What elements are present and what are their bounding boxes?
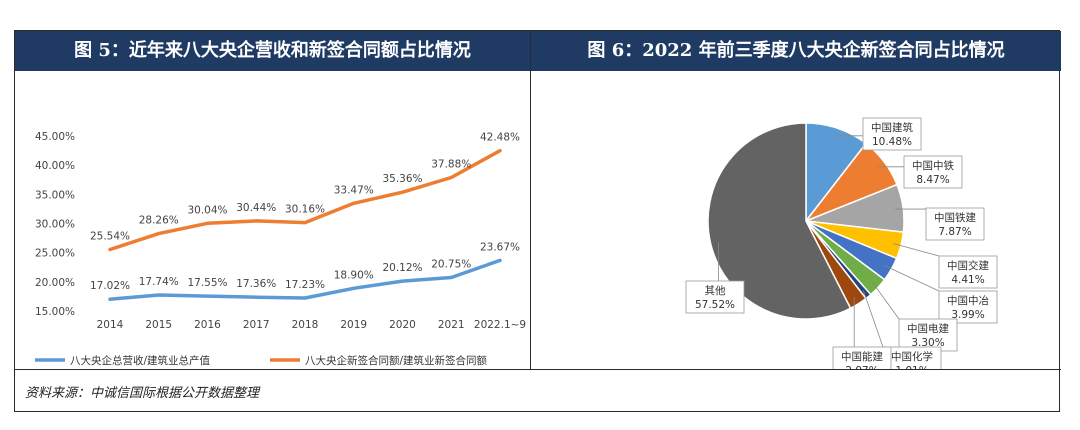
x-tick-label: 2014	[97, 319, 124, 331]
left-panel: 图 5：近年来八大央企营收和新签合同额占比情况 15.00% 20.00% 25.0…	[15, 31, 531, 369]
right-chart-title: 图 6：2022 年前三季度八大央企新签合同占比情况	[531, 31, 1061, 71]
data-label: 30.04%	[187, 204, 227, 216]
slice-value-label: 4.41%	[951, 274, 984, 286]
left-chart-title: 图 5：近年来八大央企营收和新签合同额占比情况	[15, 31, 530, 71]
y-tick-label: 20.00%	[35, 277, 75, 289]
footer: 资料来源：中诚信国际根据公开数据整理	[15, 369, 1061, 413]
leader-line	[884, 265, 940, 292]
data-label: 42.48%	[480, 132, 520, 144]
x-tick-label: 2020	[389, 319, 416, 331]
slice-value-label: 57.52%	[695, 299, 735, 311]
slice-label-box	[925, 207, 985, 241]
data-label: 33.47%	[334, 184, 374, 196]
pie-chart: 中国建筑 10.48%中国中铁 8.47% 中国铁建 7.87% 中国交建 4.41% 中国中…	[685, 117, 998, 369]
legend-label-1: 八大央企总营收/建筑业总产值	[70, 354, 211, 367]
slice-label-box	[938, 255, 998, 289]
data-label: 20.75%	[431, 258, 471, 270]
legend-label-2: 八大央企新签合同额/建筑业新签合同额	[305, 354, 488, 367]
data-label: 17.23%	[285, 279, 325, 291]
data-label: 37.88%	[431, 159, 471, 171]
data-label: 17.55%	[187, 277, 227, 289]
data-label: 30.44%	[236, 202, 276, 214]
data-label: 17.74%	[139, 276, 179, 288]
series-line-1	[108, 258, 502, 301]
slice-name: 中国交建	[947, 259, 989, 272]
slice-name: 中国能建	[841, 350, 883, 363]
leader-line	[893, 243, 940, 257]
slice-value-label: 3.30%	[911, 337, 944, 349]
line-chart: 15.00% 20.00% 25.00% 30.00% 35.00% 40.00% 45.0…	[35, 131, 526, 367]
y-tick-label: 40.00%	[35, 160, 75, 172]
pie-slice	[707, 122, 852, 320]
x-tick-label: 2021	[438, 319, 465, 331]
data-label: 17.02%	[90, 280, 130, 292]
slice-label-box	[898, 318, 958, 352]
slice-name: 中国建筑	[871, 121, 913, 134]
slice-value-label: 3.99%	[951, 309, 984, 321]
slice-name: 中国电建	[907, 322, 949, 335]
x-tick-label: 2022.1~9	[474, 319, 526, 331]
y-tick-label: 15.00%	[35, 306, 75, 318]
data-label: 20.12%	[382, 262, 422, 274]
figure-frame: 图 5：近年来八大央企营收和新签合同额占比情况 15.00% 20.00% 25.0…	[14, 30, 1061, 413]
x-tick-label: 2017	[243, 319, 270, 331]
x-tick-label: 2018	[292, 319, 319, 331]
data-label: 30.16%	[285, 204, 325, 216]
slice-name: 其他	[705, 284, 726, 297]
data-label: 28.26%	[139, 215, 179, 227]
slice-name: 中国化学	[891, 350, 933, 363]
x-tick-label: 2015	[145, 319, 172, 331]
y-tick-label: 30.00%	[35, 219, 75, 231]
data-label: 35.36%	[382, 173, 422, 185]
source-note: 资料来源：中诚信国际根据公开数据整理	[25, 386, 260, 401]
y-tick-label: 45.00%	[35, 131, 75, 143]
slice-value-label: 10.48%	[872, 136, 912, 148]
slice-name: 中国铁建	[934, 211, 976, 224]
x-tick-label: 2019	[340, 319, 367, 331]
slice-value-label: 1.01%	[895, 365, 928, 369]
slice-value-label: 7.87%	[938, 226, 971, 238]
leader-line	[862, 290, 884, 348]
slice-value-label: 8.47%	[916, 174, 949, 186]
slice-label-box	[832, 346, 892, 369]
data-label: 17.36%	[236, 278, 276, 290]
slice-name: 中国中冶	[947, 294, 989, 307]
data-label: 18.90%	[334, 269, 374, 281]
right-panel: 图 6：2022 年前三季度八大央企新签合同占比情况 中国建筑 10.48% 中国中…	[531, 31, 1061, 369]
slice-label-box	[938, 290, 998, 324]
slice-value-label: 2.97%	[845, 365, 878, 369]
series-line-2	[108, 148, 502, 252]
slice-name: 中国中铁	[912, 159, 954, 172]
data-label: 25.54%	[90, 231, 130, 243]
y-tick-label: 35.00%	[35, 189, 75, 201]
leader-line	[871, 281, 900, 320]
slice-label-box	[685, 280, 745, 314]
slice-label-box	[862, 117, 922, 151]
y-tick-label: 25.00%	[35, 248, 75, 260]
x-tick-label: 2016	[194, 319, 221, 331]
slice-label-box	[903, 155, 963, 189]
data-label: 23.67%	[480, 241, 520, 253]
